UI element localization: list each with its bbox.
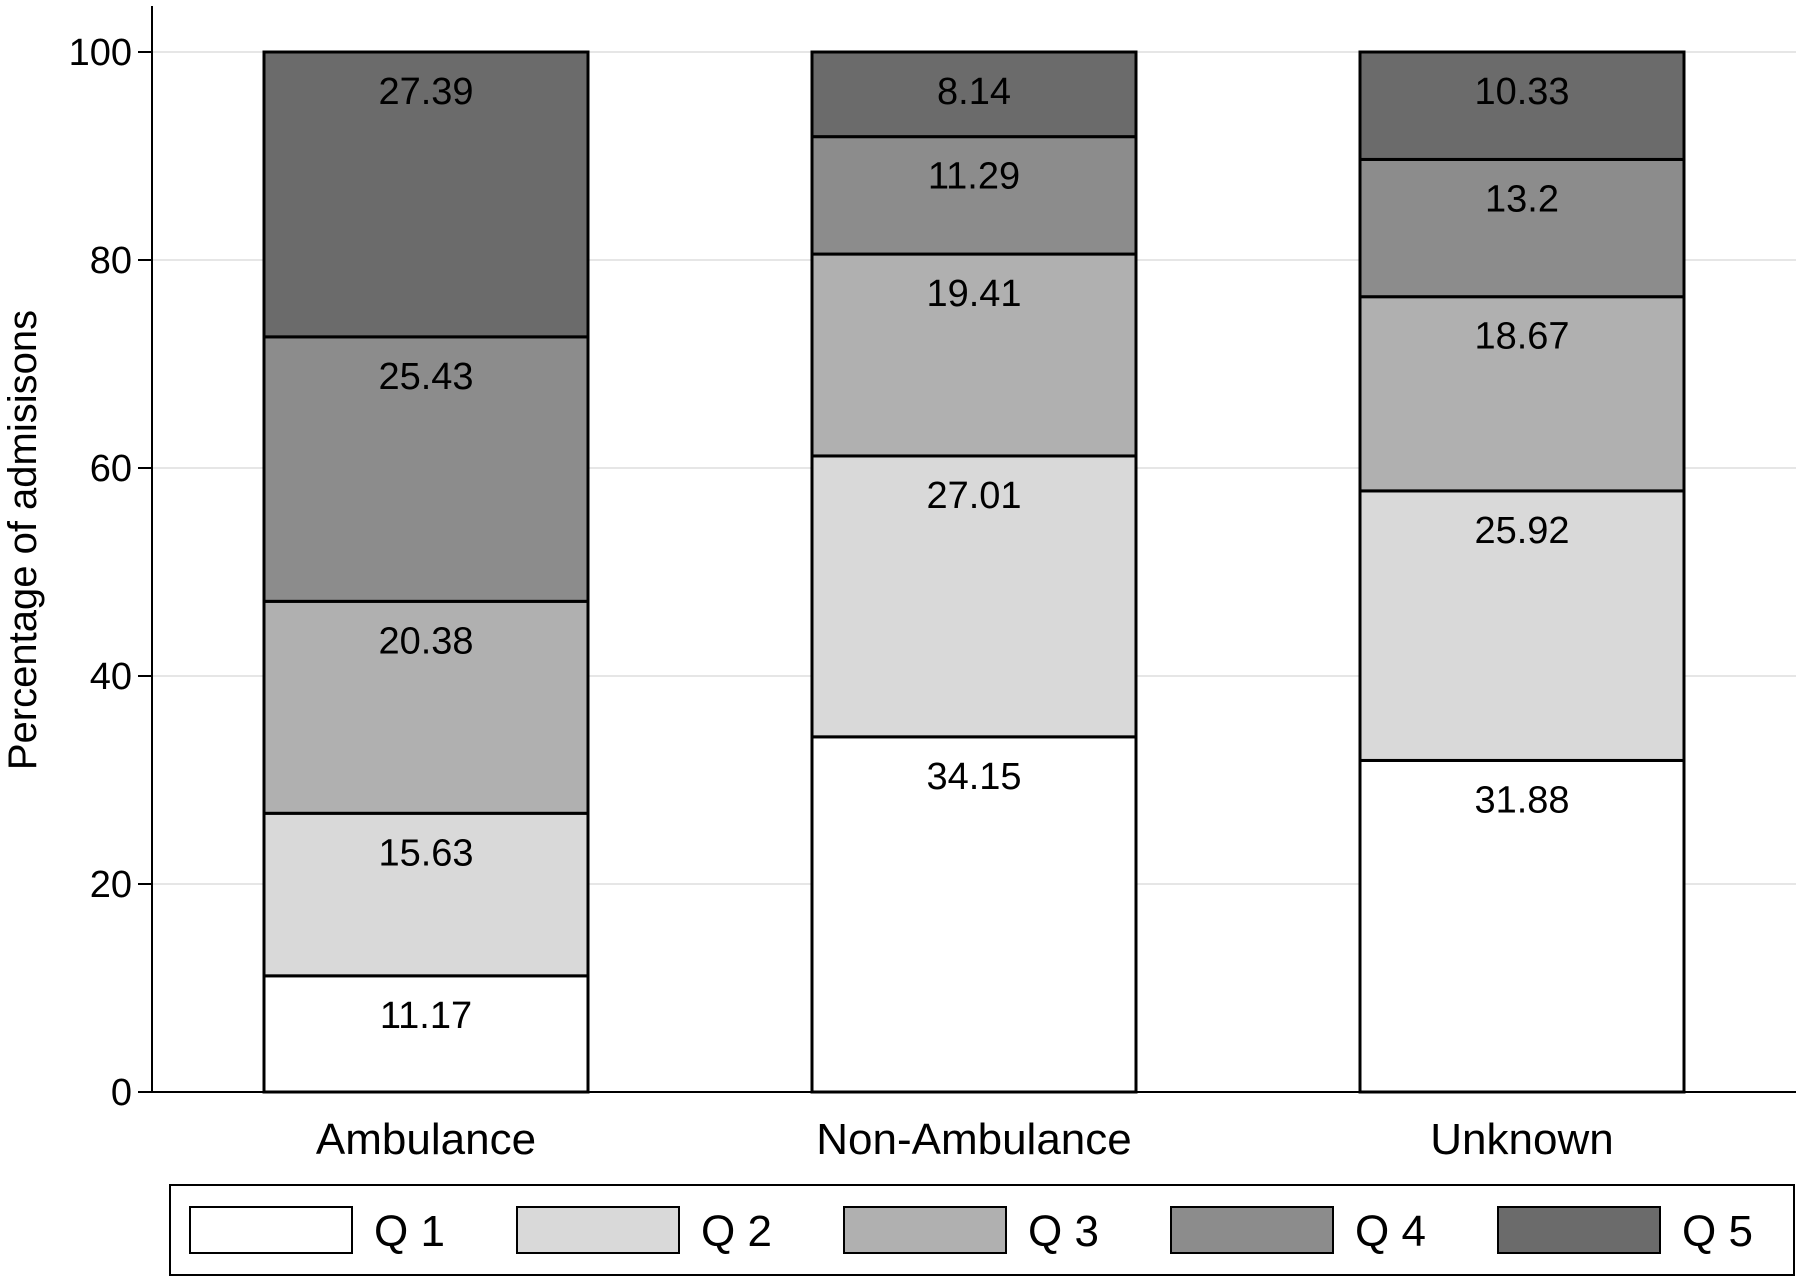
legend-swatch (516, 1206, 680, 1254)
category-label: Ambulance (316, 1115, 536, 1164)
category-label: Non-Ambulance (816, 1115, 1132, 1164)
y-tick-label: 0 (111, 1072, 132, 1114)
bar-segment (1358, 50, 1686, 161)
category-label: Unknown (1430, 1115, 1613, 1164)
data-label: 10.33 (1474, 71, 1569, 113)
bars (262, 50, 1686, 1094)
data-label: 20.38 (378, 620, 473, 662)
legend-label: Q 1 (374, 1207, 445, 1256)
data-label: 8.14 (937, 71, 1011, 113)
data-labels: 11.17 15.63 20.38 25.43 27.39 34.15 27.01 19.41… (378, 71, 1569, 1037)
data-label: 13.2 (1485, 178, 1559, 220)
bar-segment (1358, 489, 1686, 762)
y-ticks: 0 20 40 60 80 100 (69, 32, 152, 1114)
data-label: 15.63 (378, 832, 473, 874)
y-tick-label: 100 (69, 32, 132, 74)
data-label: 18.67 (1474, 316, 1569, 358)
bar-segment (1358, 157, 1686, 299)
y-tick-label: 60 (90, 448, 132, 490)
bar-segment (262, 974, 590, 1094)
legend-swatch (1497, 1206, 1661, 1254)
bar-segment (1358, 758, 1686, 1094)
bar-segment (262, 811, 590, 978)
data-label: 11.17 (380, 995, 472, 1037)
axes (151, 6, 1796, 1093)
legend-label: Q 5 (1682, 1207, 1753, 1256)
legend-label: Q 2 (701, 1207, 772, 1256)
legend: Q 1 Q 2 Q 3 Q 4 Q 5 (169, 1184, 1795, 1276)
legend-label: Q 3 (1028, 1207, 1099, 1256)
data-label: 31.88 (1474, 779, 1569, 821)
data-label: 34.15 (926, 756, 1021, 798)
x-labels: Ambulance Non-Ambulance Unknown (316, 1115, 1614, 1164)
data-label: 25.92 (1474, 510, 1569, 552)
bar-segment (810, 252, 1138, 458)
data-label: 11.29 (928, 156, 1020, 198)
data-label: 27.01 (926, 475, 1021, 517)
data-label: 27.39 (378, 71, 473, 113)
legend-swatch (189, 1206, 353, 1254)
legend-label: Q 4 (1355, 1207, 1426, 1256)
y-axis-title: Percentage of admisisons (1, 310, 45, 770)
bar-segment (262, 50, 590, 339)
legend-swatch (843, 1206, 1007, 1254)
bar-segment (810, 454, 1138, 739)
y-tick-label: 80 (90, 240, 132, 282)
legend-swatch (1170, 1206, 1334, 1254)
data-label: 19.41 (926, 273, 1021, 315)
y-tick-label: 20 (90, 864, 132, 906)
data-label: 25.43 (378, 356, 473, 398)
bar-segment (1358, 295, 1686, 493)
bar-segment (810, 135, 1138, 256)
bar-segment (810, 50, 1138, 139)
y-tick-label: 40 (90, 656, 132, 698)
